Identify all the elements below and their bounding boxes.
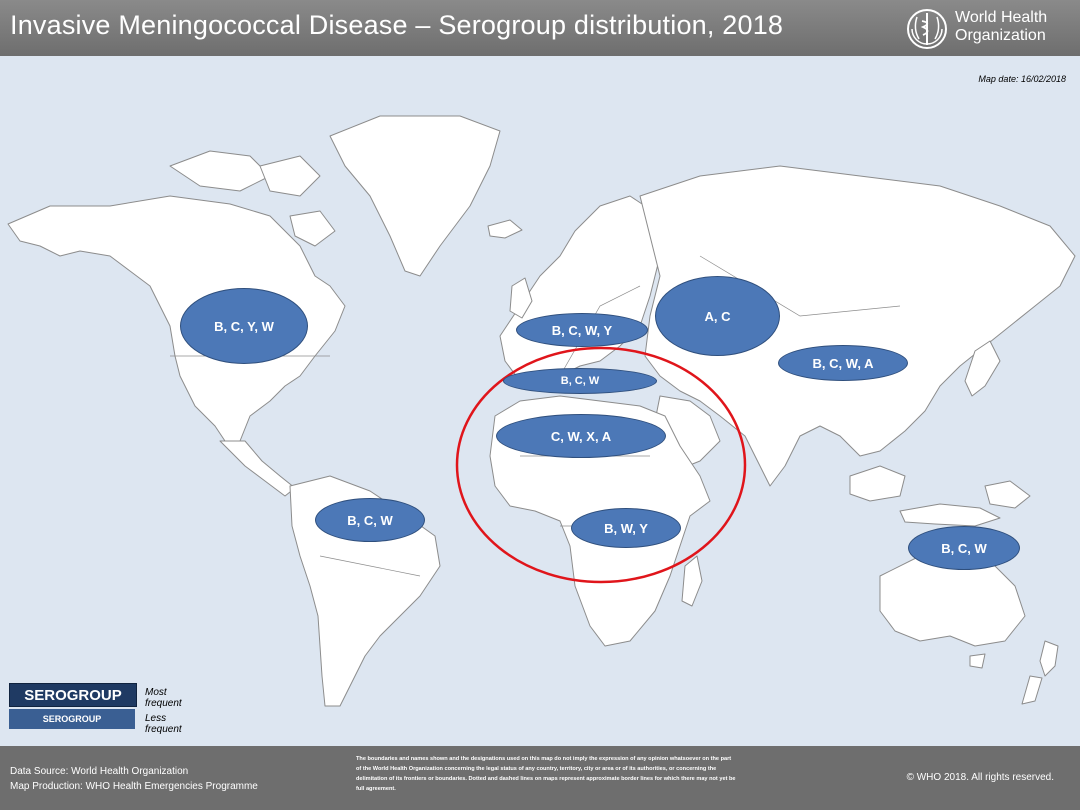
footer: Data Source: World Health Organization M… — [0, 746, 1080, 810]
footer-disclaimer: The boundaries and names shown and the d… — [356, 756, 736, 792]
footer-source: Data Source: World Health Organization M… — [10, 764, 258, 794]
legend-most-box: SEROGROUP — [9, 683, 137, 707]
oval-south-america: B, C, W — [315, 498, 425, 542]
world-map — [7, 115, 1076, 707]
oval-north-africa: B, C, W — [503, 368, 657, 394]
who-name-line2: Organization — [955, 27, 1046, 44]
legend-most-text: Most frequent — [145, 687, 182, 709]
greenland-land — [329, 115, 501, 277]
oval-african-belt: C, W, X, A — [496, 414, 666, 458]
oval-north-america: B, C, Y, W — [180, 288, 308, 364]
north-america-land — [7, 195, 346, 442]
who-emblem-icon — [907, 9, 947, 49]
map-production-text: Map Production: WHO Health Emergencies P… — [10, 781, 258, 792]
page-title: Invasive Meningococcal Disease – Serogro… — [10, 10, 784, 40]
oval-europe: B, C, W, Y — [516, 313, 648, 347]
oval-australia: B, C, W — [908, 526, 1020, 570]
map-date: Map date: 16/02/2018 — [978, 74, 1066, 84]
title-bar: Invasive Meningococcal Disease – Serogro… — [0, 0, 1080, 56]
oval-central-asia: A, C — [655, 276, 780, 356]
oval-east-asia: B, C, W, A — [778, 345, 908, 381]
who-name-line1: World Health — [955, 9, 1048, 26]
copyright: © WHO 2018. All rights reserved. — [906, 772, 1054, 783]
legend-less-text: Less frequent — [145, 713, 182, 735]
data-source-text: Data Source: World Health Organization — [10, 766, 189, 777]
who-name: World Health Organization — [955, 9, 1047, 45]
legend-less-box: SEROGROUP — [9, 709, 135, 729]
oval-southern-africa: B, W, Y — [571, 508, 681, 548]
